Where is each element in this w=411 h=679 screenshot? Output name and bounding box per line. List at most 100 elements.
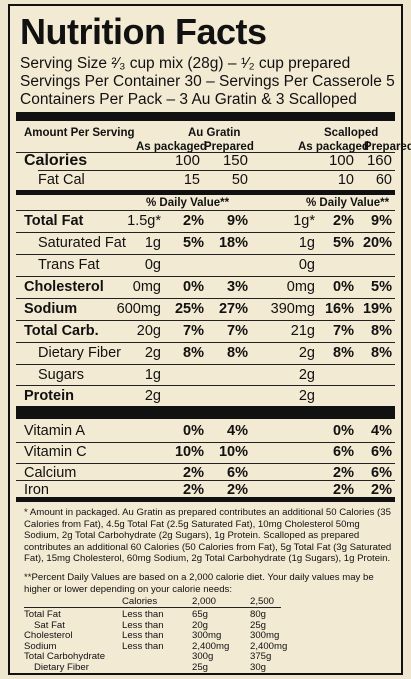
calcium-sc-dv: 2%: [333, 465, 354, 481]
scalloped-heading: Scalloped: [324, 127, 379, 139]
row-divider: [16, 480, 395, 481]
divider: [16, 152, 395, 153]
saturated-fat-ag-dv-prepared: 18%: [218, 235, 248, 251]
total-fat-sc-dv: 2%: [333, 213, 354, 229]
vitamin-c-ag-dv-prepared: 10%: [218, 444, 248, 460]
calories-ag-prepared: 150: [222, 152, 248, 169]
saturated-fat-ag-dv: 5%: [183, 235, 204, 251]
dv-table-header: Calories: [122, 596, 158, 607]
nutrition-label: Nutrition Facts Serving Size ²⁄₃ cup mix…: [8, 4, 411, 675]
total-fat-label: Total Fat: [24, 213, 84, 229]
trans-fat-ag-amount: 0g: [144, 257, 161, 273]
sodium-sc-dv: 16%: [324, 301, 354, 317]
dv-table-cell: 30g: [250, 661, 267, 673]
total-fat-sc-dv-prepared: 9%: [371, 213, 392, 229]
row-divider: [16, 254, 395, 255]
calcium-ag-dv: 2%: [183, 465, 204, 481]
total-carb-ag-amount: 20g: [136, 323, 161, 339]
servings-per-container: Servings Per Container 30 – Servings Per…: [20, 73, 395, 90]
trans-fat-sc-amount: 0g: [298, 257, 315, 273]
total-fat-ag-dv-prepared: 9%: [227, 213, 248, 229]
row-divider: [16, 232, 395, 233]
iron-sc-dv: 2%: [333, 482, 354, 498]
medium-divider: [16, 190, 395, 195]
trans-fat-label: Trans Fat: [38, 257, 100, 273]
iron-ag-dv-prepared: 2%: [227, 482, 248, 498]
dv-table-header: 2,000: [192, 596, 217, 607]
dv-table-header: 2,500: [250, 596, 275, 607]
vitamin-a-sc-dv: 0%: [333, 423, 354, 439]
dv-table-cell: 20g: [192, 619, 209, 631]
vitamin-a-ag-dv: 0%: [183, 423, 204, 439]
dietary-fiber-label: Dietary Fiber: [38, 345, 121, 361]
total-fat-sc-amount: 1g*: [293, 213, 315, 229]
row-divider: [16, 342, 395, 343]
vitamin-a-sc-dv-prepared: 4%: [371, 423, 392, 439]
calcium-ag-dv-prepared: 6%: [227, 465, 248, 481]
dv-table-cell: Less than: [122, 619, 164, 631]
calories-label: Calories: [24, 152, 88, 169]
sodium-label: Sodium: [24, 301, 78, 317]
dv-table-cell: Dietary Fiber: [34, 661, 89, 673]
dv-table-cell: Less than: [122, 609, 164, 620]
sodium-ag-dv-prepared: 27%: [218, 301, 248, 317]
saturated-fat-ag-amount: 1g: [144, 235, 161, 251]
cholesterol-ag-dv: 0%: [183, 279, 204, 295]
sodium-ag-dv: 25%: [174, 301, 204, 317]
footnote-prepared: * Amount in packaged. Au Gratin as prepa…: [24, 507, 392, 564]
dv-table-cell: 300mg: [192, 630, 222, 641]
dv-table-cell: 65g: [192, 609, 209, 620]
iron-ag-dv: 2%: [183, 482, 204, 498]
total-carb-ag-dv: 7%: [183, 323, 204, 339]
dv-table-cell: Total Fat: [24, 609, 61, 620]
medium-divider: [16, 497, 395, 502]
vitamin-c-sc-dv: 6%: [333, 444, 354, 460]
saturated-fat-sc-dv: 5%: [333, 235, 354, 251]
dv-table-cell: Less than: [122, 640, 164, 652]
vitamin-c-ag-dv: 10%: [174, 444, 204, 460]
dv-table-cell: 80g: [250, 609, 267, 620]
dv-table-cell: Sat Fat: [34, 619, 65, 631]
vitamin-c-label: Vitamin C: [24, 444, 87, 460]
total-carb-sc-dv: 7%: [333, 323, 354, 339]
vitamin-a-label: Vitamin A: [24, 423, 85, 439]
protein-sc-amount: 2g: [298, 388, 315, 404]
total-carb-ag-dv-prepared: 7%: [227, 323, 248, 339]
vitamin-a-ag-dv-prepared: 4%: [227, 423, 248, 439]
cholesterol-sc-dv: 0%: [333, 279, 354, 295]
dv-heading-sc: % Daily Value**: [306, 197, 390, 209]
table-divider: [24, 607, 281, 608]
dv-table-cell: Cholesterol: [24, 630, 73, 641]
row-divider: [16, 442, 395, 443]
row-divider: [16, 385, 395, 386]
amount-per-serving-heading: Amount Per Serving: [24, 127, 135, 139]
calcium-label: Calcium: [24, 465, 77, 481]
sodium-sc-amount: 390mg: [270, 301, 315, 317]
calories-sc-packaged: 100: [328, 152, 354, 169]
iron-sc-dv-prepared: 2%: [371, 482, 392, 498]
sugars-ag-amount: 1g: [144, 367, 161, 383]
cholesterol-ag-amount: 0mg: [132, 279, 161, 295]
calories-ag-packaged: 100: [174, 152, 200, 169]
fat-cal-ag-packaged: 15: [183, 172, 200, 188]
au-gratin-heading: Au Gratin: [188, 127, 241, 139]
dietary-fiber-ag-dv-prepared: 8%: [227, 345, 248, 361]
dv-table-cell: 375g: [250, 651, 272, 662]
total-carb-sc-dv-prepared: 8%: [371, 323, 392, 339]
sodium-ag-amount: 600mg: [116, 301, 161, 317]
cholesterol-ag-dv-prepared: 3%: [227, 279, 248, 295]
dietary-fiber-sc-dv: 8%: [333, 345, 354, 361]
row-divider: [16, 276, 395, 277]
divider: [16, 210, 395, 211]
protein-ag-amount: 2g: [144, 388, 161, 404]
fat-cal-label: Fat Cal: [38, 172, 85, 188]
protein-label: Protein: [24, 388, 74, 404]
calories-sc-prepared: 160: [366, 152, 392, 169]
sodium-sc-dv-prepared: 19%: [362, 301, 392, 317]
dietary-fiber-sc-dv-prepared: 8%: [371, 345, 392, 361]
total-fat-ag-amount: 1.5g*: [127, 213, 161, 229]
total-fat-ag-dv: 2%: [183, 213, 204, 229]
saturated-fat-label: Saturated Fat: [38, 235, 126, 251]
row-divider: [16, 320, 395, 321]
dv-table-cell: 300g: [192, 651, 214, 662]
